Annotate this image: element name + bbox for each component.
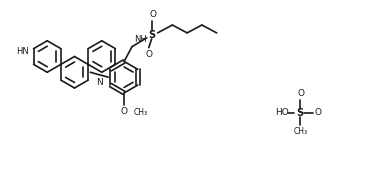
Text: N: N xyxy=(96,78,103,87)
Text: NH: NH xyxy=(134,35,147,44)
Text: O: O xyxy=(149,10,156,19)
Text: O: O xyxy=(145,50,152,59)
Text: S: S xyxy=(148,30,155,40)
Text: O: O xyxy=(298,89,305,98)
Text: O: O xyxy=(315,108,322,117)
Text: HO: HO xyxy=(275,108,288,117)
Text: S: S xyxy=(297,108,304,118)
Text: HN: HN xyxy=(16,47,28,56)
Text: CH₃: CH₃ xyxy=(293,127,307,136)
Text: O: O xyxy=(121,107,128,116)
Text: CH₃: CH₃ xyxy=(134,108,148,117)
